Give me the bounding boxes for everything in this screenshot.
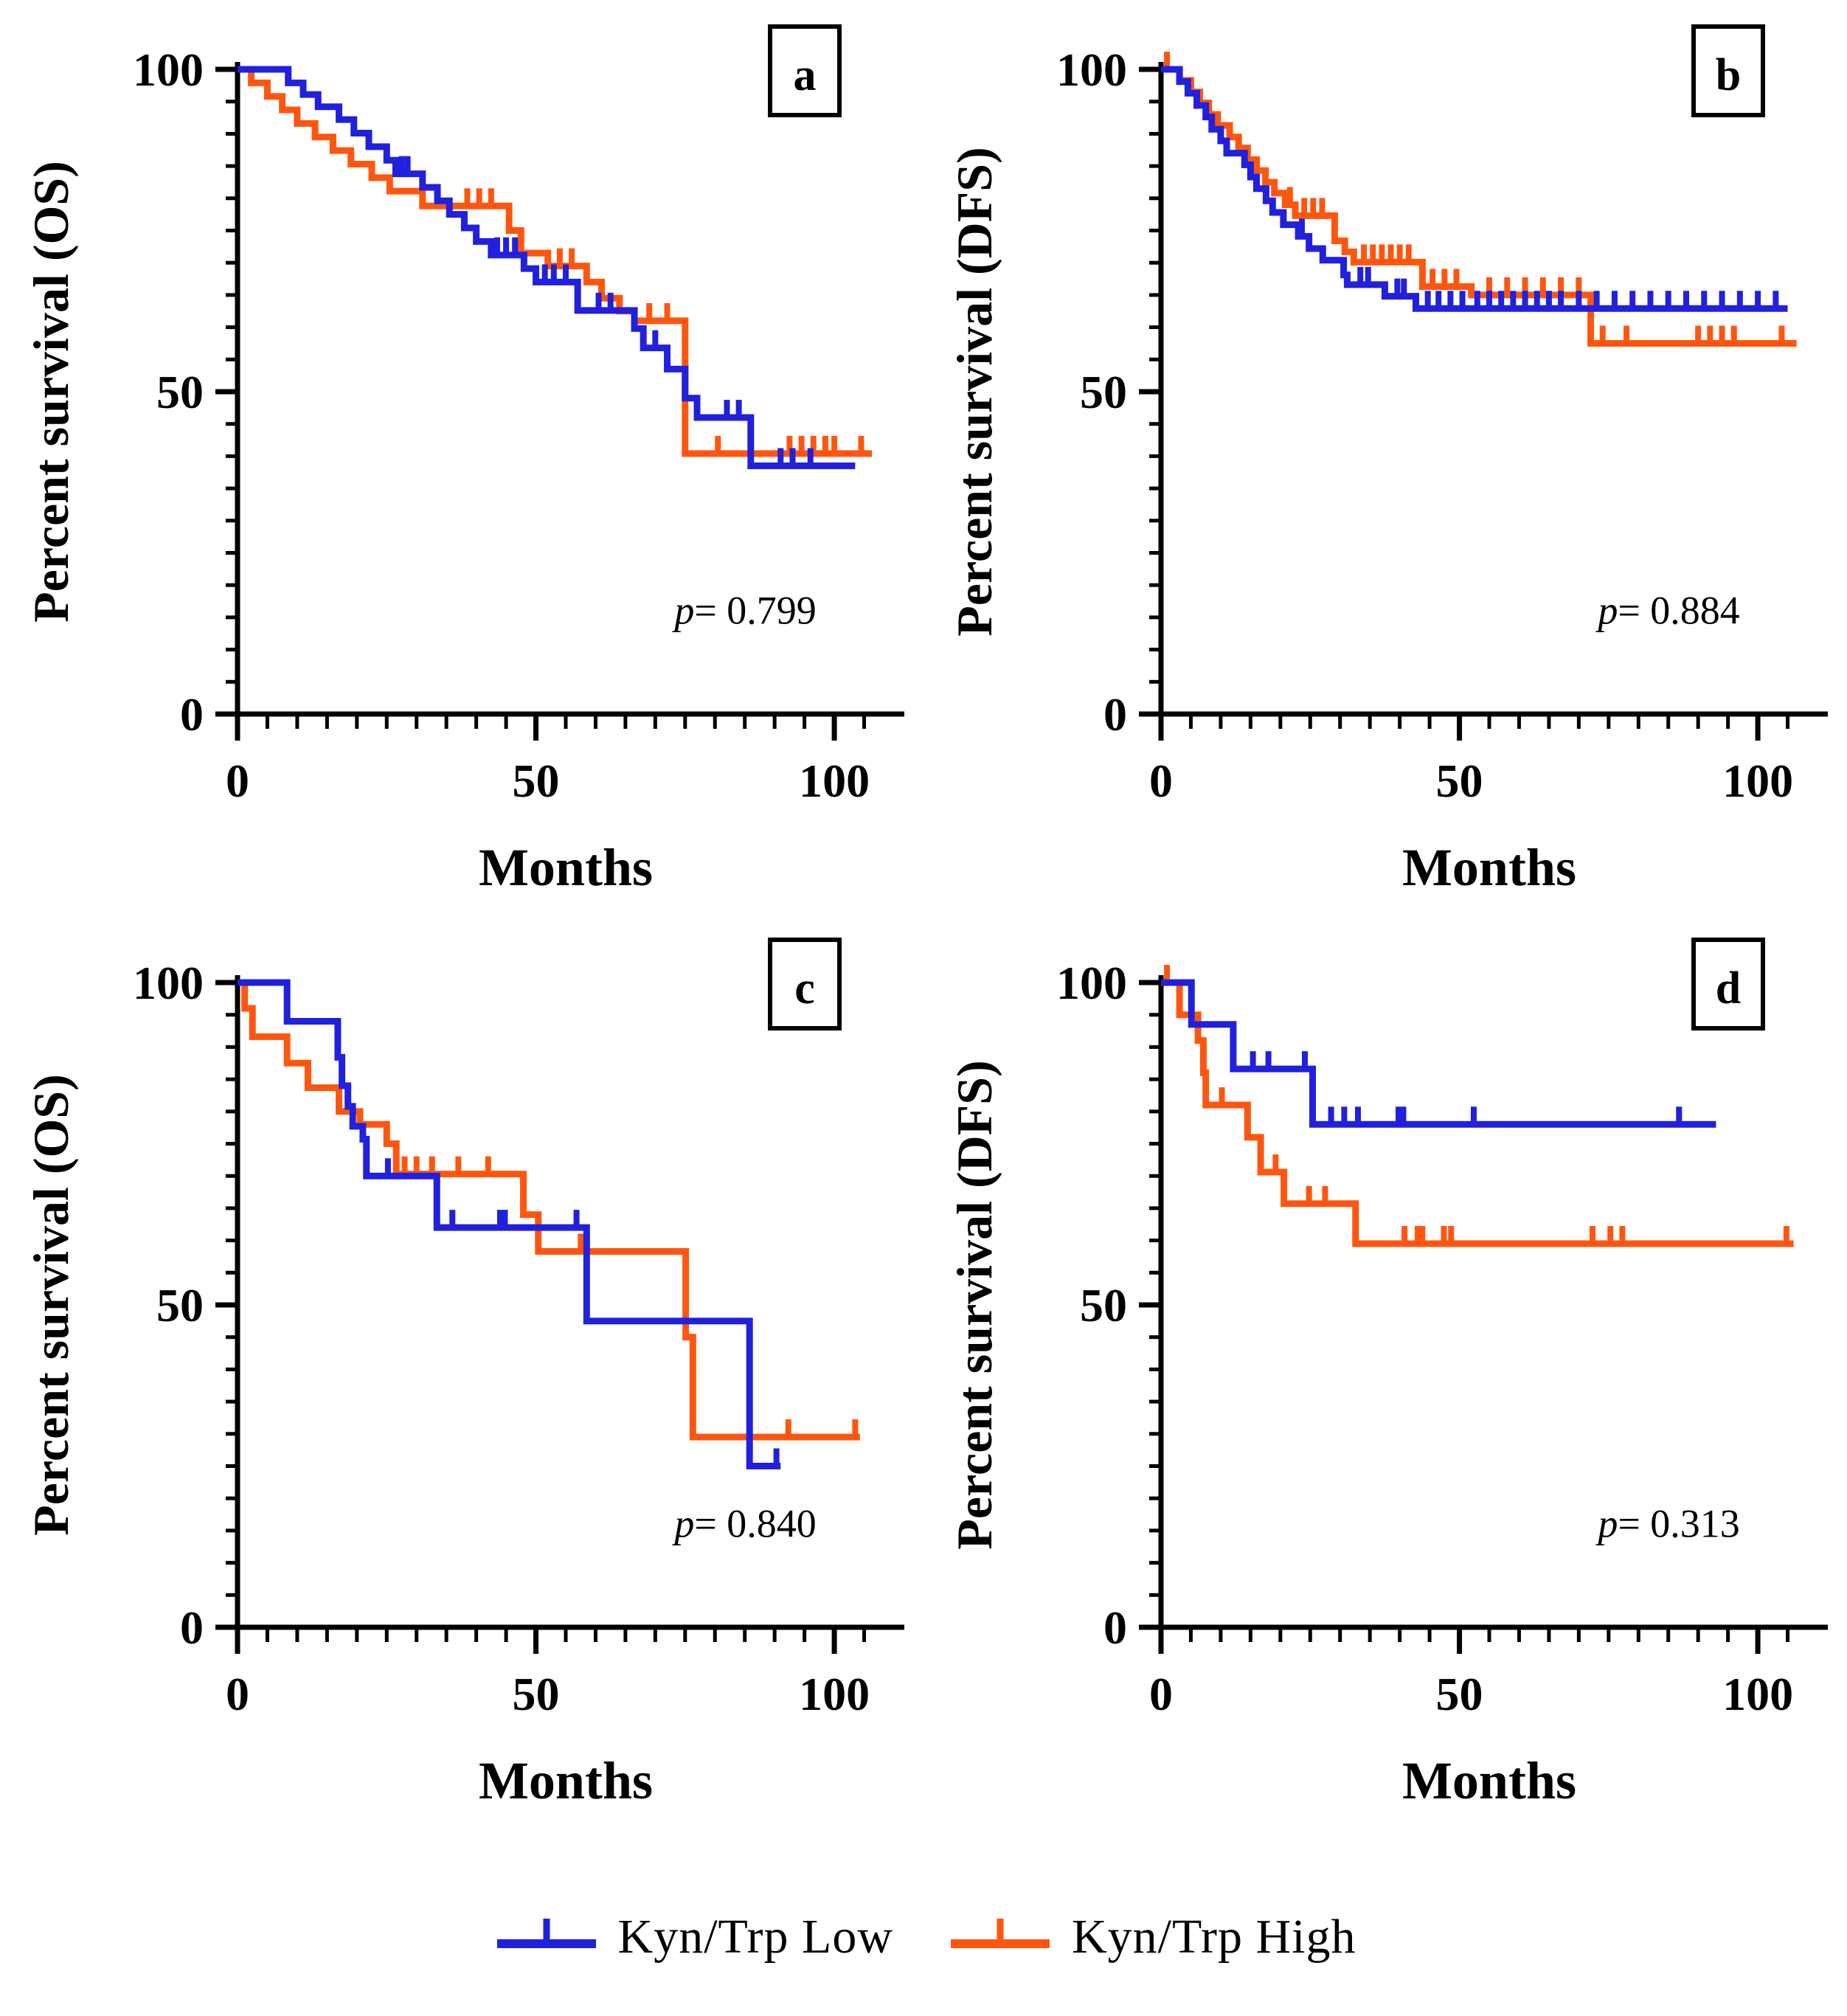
x-axis-title: Months	[479, 838, 653, 897]
panel-d: 0 50 100 0 50 100 Percent survival (DFS) Months…	[924, 918, 1847, 1834]
p-value-label: p= 0.799	[671, 589, 816, 633]
km-curve-high	[1161, 979, 1794, 1247]
panel-letter-box	[768, 24, 842, 117]
km-curve-high	[238, 979, 860, 1441]
km-curve-low	[238, 66, 856, 470]
panel-c: 0 50 100 0 50 100 Percent survival (OS) Months c…	[0, 918, 924, 1834]
y-tick-label: 0	[1103, 688, 1127, 741]
km-panel-a: 0 50 100 0 50 100 Percent survival (OS) Months a…	[23, 24, 904, 897]
y-tick-label: 50	[1080, 366, 1127, 418]
legend-label-high: Kyn/Trp High	[1071, 1910, 1356, 1964]
panel-letter-box	[768, 938, 842, 1030]
panel-letter-box	[1691, 24, 1765, 117]
panel-letter-box	[1691, 938, 1765, 1030]
panel-letter: a	[794, 50, 817, 100]
p-value-label: p= 0.313	[1595, 1502, 1739, 1546]
km-panel-d: 0 50 100 0 50 100 Percent survival (DFS) Months…	[946, 938, 1828, 1810]
x-tick-label: 50	[1436, 1668, 1483, 1720]
y-tick-label: 50	[1080, 1279, 1127, 1331]
km-curve-high	[238, 66, 873, 457]
legend-item-low: Kyn/Trp Low	[491, 1905, 893, 1969]
x-tick-label: 100	[1722, 1668, 1793, 1720]
x-tick-label: 100	[799, 755, 870, 807]
y-axis-title: Percent survival (DFS)	[946, 1060, 1002, 1550]
panel-letter: d	[1716, 963, 1741, 1014]
x-axis-title: Months	[1402, 1751, 1576, 1810]
panel-grid: 0 50 100 0 50 100 Percent survival (OS) Months a…	[0, 4, 1847, 1834]
x-tick-label: 0	[226, 755, 249, 807]
y-tick-label: 0	[1103, 1601, 1127, 1654]
figure-legend: Kyn/Trp Low Kyn/Trp High	[0, 1874, 1847, 2000]
x-tick-label: 100	[1722, 755, 1793, 807]
x-axis-title: Months	[1402, 838, 1576, 897]
y-tick-label: 0	[180, 688, 204, 741]
p-value-label: p= 0.884	[1595, 589, 1739, 633]
y-tick-label: 50	[156, 366, 204, 418]
p-value-label: p= 0.840	[671, 1502, 816, 1546]
censored-line-icon	[496, 1919, 596, 1948]
x-tick-label: 0	[1149, 755, 1173, 807]
y-tick-label: 0	[180, 1601, 204, 1654]
panel-letter: b	[1716, 50, 1741, 100]
legend-item-high: Kyn/Trp High	[945, 1905, 1356, 1969]
km-curve-low	[238, 979, 781, 1469]
y-tick-label: 100	[1056, 957, 1127, 1009]
y-tick-label: 100	[1056, 44, 1127, 96]
legend-label-low: Kyn/Trp Low	[617, 1910, 893, 1964]
km-panel-c: 0 50 100 0 50 100 Percent survival (OS) Months c…	[23, 938, 904, 1810]
y-axis-title: Percent survival (OS)	[23, 161, 79, 623]
x-tick-label: 50	[513, 755, 560, 807]
x-tick-label: 50	[513, 1668, 560, 1720]
panel-a: 0 50 100 0 50 100 Percent survival (OS) Months a…	[0, 4, 924, 918]
x-tick-label: 100	[799, 1668, 870, 1720]
y-tick-label: 50	[156, 1279, 204, 1331]
km-curve-low	[1161, 979, 1716, 1128]
y-axis-title: Percent survival (DFS)	[946, 147, 1002, 637]
x-tick-label: 0	[226, 1668, 249, 1720]
y-tick-label: 100	[133, 957, 204, 1009]
censored-line-icon	[950, 1919, 1050, 1948]
panel-b: 0 50 100 0 50 100 Percent survival (DFS) Months…	[924, 4, 1847, 918]
km-curve-low	[1161, 66, 1788, 312]
y-tick-label: 100	[133, 44, 204, 96]
km-panel-b: 0 50 100 0 50 100 Percent survival (DFS) Months…	[946, 24, 1828, 897]
y-axis-title: Percent survival (OS)	[23, 1074, 79, 1536]
x-axis-title: Months	[479, 1751, 653, 1810]
x-tick-label: 0	[1149, 1668, 1173, 1720]
panel-letter: c	[794, 963, 815, 1014]
x-tick-label: 50	[1436, 755, 1483, 807]
